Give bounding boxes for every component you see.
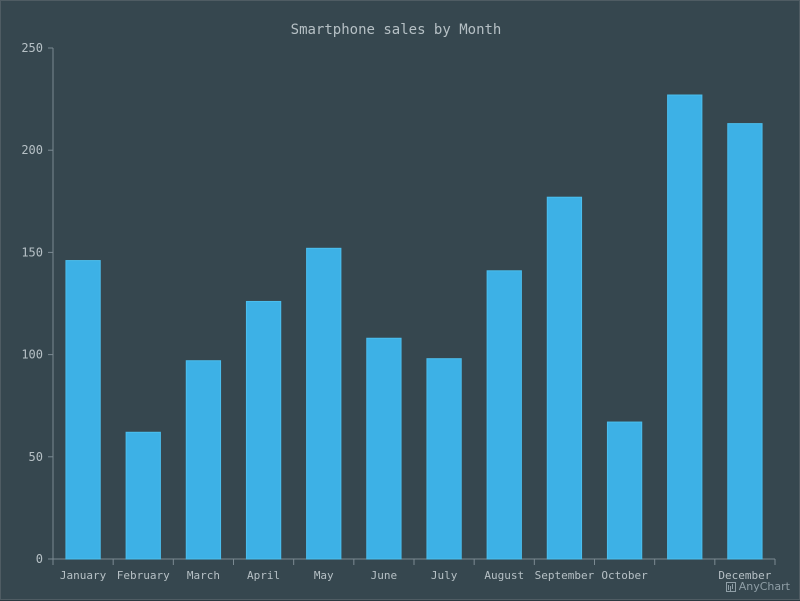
bar-april[interactable] (245, 300, 282, 560)
x-tick-label: January (60, 569, 107, 582)
chart-title: Smartphone sales by Month (291, 22, 502, 38)
bar-september[interactable] (546, 196, 583, 560)
bar-july[interactable] (426, 358, 462, 560)
bar-may[interactable] (306, 247, 342, 560)
bar-june[interactable] (366, 337, 402, 560)
y-tick-label: 50 (29, 450, 43, 464)
x-tick-label: March (187, 569, 220, 582)
y-tick-label: 100 (21, 348, 43, 362)
bar-august[interactable] (486, 270, 522, 560)
y-tick-label: 250 (21, 41, 43, 55)
x-tick-label: July (431, 569, 458, 582)
bars (65, 94, 763, 560)
y-axis: 0 50 100 150 200 250 (21, 41, 54, 566)
chart-logo-icon (725, 581, 736, 592)
x-tick-label: February (117, 569, 170, 582)
bar-january[interactable] (65, 260, 101, 560)
y-tick-label: 200 (21, 143, 43, 157)
bar-month-11[interactable] (667, 94, 703, 560)
y-tick-label: 0 (36, 552, 43, 566)
x-tick-label: June (371, 569, 398, 582)
x-tick-label: May (314, 569, 334, 582)
y-tick-label: 150 (21, 245, 43, 259)
bar-february[interactable] (125, 431, 161, 560)
anychart-credit[interactable]: AnyChart (725, 580, 790, 593)
x-tick-label: December (718, 569, 771, 582)
x-tick-label: August (484, 569, 524, 582)
x-tick-label: October (601, 569, 648, 582)
bar-october[interactable] (606, 421, 643, 560)
credit-label: AnyChart (738, 580, 790, 593)
bar-march[interactable] (185, 360, 222, 560)
bar-december[interactable] (727, 123, 763, 560)
x-axis: January February March April May June July Augu… (52, 558, 776, 582)
x-tick-label: April (247, 569, 280, 582)
x-tick-label: September (535, 569, 595, 582)
